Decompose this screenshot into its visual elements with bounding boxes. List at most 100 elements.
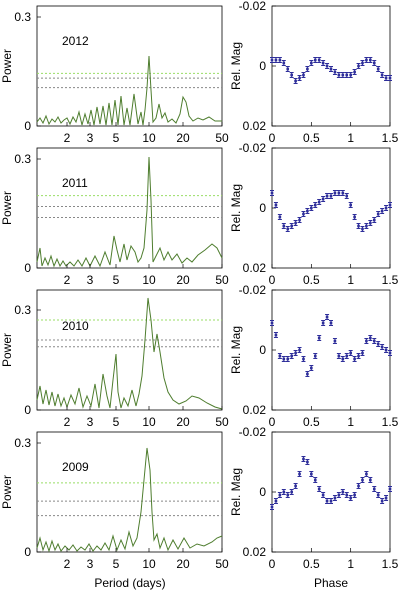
x-axis-label: Phase — [314, 576, 348, 590]
periodogram-curve — [36, 55, 222, 126]
data-point — [277, 492, 282, 498]
xtick-20: 20 — [176, 557, 190, 571]
data-point — [317, 199, 322, 205]
xtick-10: 10 — [142, 273, 156, 287]
data-point — [325, 63, 330, 69]
xtick-50: 50 — [215, 557, 229, 571]
data-point — [317, 57, 322, 63]
xtick-10: 10 — [142, 131, 156, 145]
data-point — [321, 196, 326, 202]
data-point — [332, 69, 337, 75]
data-point — [372, 60, 377, 66]
xtick-label: 0 — [269, 415, 276, 429]
x-axis-label: Period (days) — [94, 576, 165, 590]
data-point — [305, 371, 310, 377]
data-point — [313, 353, 318, 359]
year-label: 2012 — [62, 34, 89, 48]
xtick-label: 0 — [269, 557, 276, 571]
year-label: 2010 — [62, 319, 89, 333]
data-point — [309, 60, 314, 66]
data-point — [376, 492, 381, 498]
ytick-label: 0 — [259, 343, 266, 357]
data-point — [384, 347, 389, 353]
data-point — [281, 489, 286, 495]
data-point — [325, 314, 330, 320]
y-axis-label: Power — [0, 475, 14, 509]
y-axis-label: Rel. Mag — [229, 468, 243, 516]
data-point — [388, 202, 392, 208]
periodogram-curve — [36, 156, 223, 268]
data-point — [313, 477, 318, 483]
periodogram-curve — [36, 297, 223, 410]
data-point — [270, 190, 274, 196]
data-point — [364, 471, 369, 477]
xtick-3: 3 — [87, 415, 94, 429]
data-point — [317, 335, 322, 341]
data-point — [301, 456, 306, 462]
data-point — [388, 350, 392, 356]
data-point — [289, 223, 294, 229]
xtick-label: 1.5 — [382, 273, 399, 287]
data-point — [356, 483, 361, 489]
xtick-label: 0 — [269, 273, 276, 287]
data-point — [364, 338, 369, 344]
data-point — [273, 202, 278, 208]
data-point — [281, 356, 286, 362]
data-point — [352, 356, 357, 362]
xtick-label: 1 — [347, 557, 354, 571]
data-point — [321, 60, 326, 66]
xtick-label: 0.5 — [303, 557, 320, 571]
periodogram-curve — [36, 447, 223, 553]
xtick-label: 1 — [347, 131, 354, 145]
xtick-label: 0 — [269, 131, 276, 145]
xtick-3: 3 — [87, 557, 94, 571]
data-point — [364, 223, 369, 229]
year-label: 2009 — [62, 460, 89, 474]
xtick-label: 0.5 — [303, 273, 320, 287]
xtick-5: 5 — [113, 557, 120, 571]
y-axis-label: Power — [0, 49, 14, 83]
ytick-label: 0.02 — [243, 403, 267, 417]
data-point — [348, 202, 353, 208]
data-point — [281, 223, 286, 229]
data-point — [368, 335, 373, 341]
data-point — [356, 353, 361, 359]
xtick-2: 2 — [64, 557, 71, 571]
ytick-0: 0 — [24, 545, 31, 559]
data-point — [368, 477, 373, 483]
xtick-20: 20 — [176, 415, 190, 429]
data-point — [344, 72, 349, 78]
data-point — [277, 353, 282, 359]
data-point — [384, 205, 389, 211]
data-point — [329, 193, 333, 199]
ytick-0.3: 0.3 — [14, 10, 31, 24]
data-point — [344, 492, 349, 498]
data-point — [309, 205, 314, 211]
ytick-0.3: 0.3 — [14, 303, 31, 317]
xtick-label: 1.5 — [382, 415, 399, 429]
ytick-0: 0 — [24, 261, 31, 275]
data-point — [340, 356, 345, 362]
xtick-label: 0.5 — [303, 131, 320, 145]
xtick-label: 1 — [347, 273, 354, 287]
data-point — [368, 220, 373, 226]
xtick-2: 2 — [64, 131, 71, 145]
data-point — [293, 78, 298, 84]
data-point — [340, 190, 345, 196]
xtick-3: 3 — [87, 273, 94, 287]
xtick-label: 1.5 — [382, 131, 399, 145]
data-point — [289, 353, 294, 359]
y-axis-label: Power — [0, 333, 14, 367]
ytick-0.3: 0.3 — [14, 152, 31, 166]
ytick-label: 0 — [259, 485, 266, 499]
data-point — [356, 63, 361, 69]
data-point — [336, 492, 341, 498]
data-point — [332, 190, 337, 196]
data-point — [388, 75, 392, 81]
data-point — [336, 190, 341, 196]
periodogram-2009: 0 0.3 2009 Power 2 3 5 10 20 50 Period (… — [0, 431, 229, 590]
xtick-20: 20 — [176, 273, 190, 287]
